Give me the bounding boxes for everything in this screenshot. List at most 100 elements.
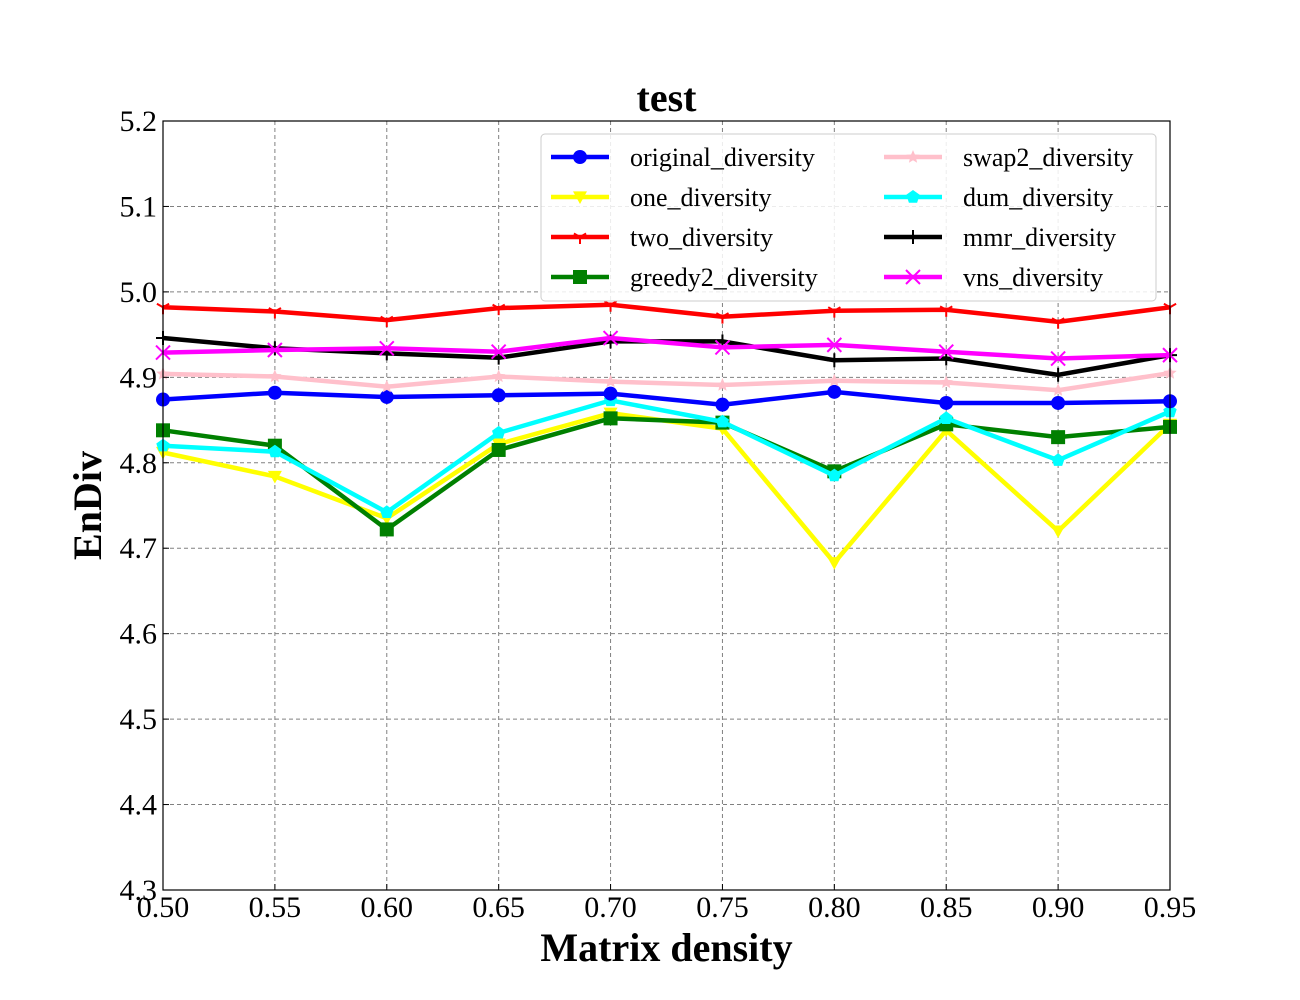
- series-line: [162, 335, 1171, 361]
- series-line: [162, 398, 1171, 515]
- data-point: [603, 411, 618, 426]
- legend-marker: [906, 230, 920, 244]
- data-point: [380, 315, 394, 328]
- series-line: [162, 410, 1172, 567]
- data-point: [1051, 317, 1065, 329]
- y-tick-label: 4.6: [120, 618, 158, 651]
- data-point: [827, 353, 842, 368]
- legend-label: vns_diversity: [963, 263, 1103, 292]
- data-point: [827, 384, 842, 399]
- x-axis: 0.50 0.55 0.60 0.65 0.70 0.75 0.80 0.85 0.90 0.95: [137, 884, 1197, 924]
- series-greedy2_diversity: [156, 411, 1177, 537]
- x-tick-label: 0.90: [1032, 891, 1085, 924]
- data-point: [1051, 525, 1066, 539]
- x-tick-label: 0.95: [1144, 891, 1197, 924]
- legend-label: dum_diversity: [963, 183, 1113, 212]
- data-point: [1050, 350, 1066, 367]
- data-point: [1051, 367, 1066, 382]
- series-line: [162, 416, 1171, 533]
- x-tick-label: 0.65: [472, 891, 525, 924]
- data-point: [492, 369, 506, 383]
- x-tick-label: 0.85: [920, 891, 973, 924]
- data-point: [602, 330, 619, 346]
- x-tick-label: 0.60: [361, 891, 414, 924]
- data-point: [827, 373, 841, 387]
- y-tick-label: 4.7: [120, 532, 158, 565]
- x-tick-label: 0.55: [249, 891, 302, 924]
- legend-label: swap2_diversity: [963, 143, 1133, 172]
- data-point: [826, 337, 843, 353]
- series-line: [162, 370, 1171, 393]
- series-layer: [155, 300, 1178, 570]
- data-point: [267, 385, 282, 400]
- data-point: [939, 305, 953, 317]
- legend-item-mmr_diversity: mmr_diversity: [884, 223, 1116, 252]
- data-point: [827, 306, 841, 318]
- legend-marker: [906, 150, 920, 163]
- y-tick-label: 4.3: [120, 874, 158, 907]
- plot-frame: [162, 120, 1171, 891]
- data-point: [938, 343, 954, 360]
- data-point: [379, 340, 395, 356]
- data-point: [715, 378, 730, 391]
- data-point: [1051, 383, 1065, 396]
- legend-box: [540, 133, 1157, 302]
- y-tick-label: 4.8: [120, 447, 158, 480]
- legend-item-vns_diversity: vns_diversity: [884, 263, 1103, 292]
- legend-marker: [906, 190, 920, 203]
- data-point: [490, 343, 507, 360]
- data-point: [268, 307, 282, 319]
- legend-label: original_diversity: [630, 143, 815, 172]
- series-two_diversity: [156, 300, 1177, 329]
- legend-marker: [573, 191, 587, 204]
- data-point: [827, 468, 841, 482]
- chart-title: test: [637, 75, 698, 120]
- legend: original_diversity one_diversity two_diver…: [540, 133, 1157, 302]
- x-tick-label: 0.75: [696, 891, 749, 924]
- data-point: [267, 470, 282, 484]
- data-point: [491, 388, 506, 403]
- data-point: [492, 303, 506, 316]
- data-point: [379, 389, 394, 404]
- y-axis-label: EnDiv: [65, 451, 110, 560]
- y-axis: 4.3 4.4 4.5 4.6 4.7 4.8 4.9 5.0 5.1 5.2: [120, 105, 169, 907]
- legend-item-swap2_diversity: swap2_diversity: [884, 143, 1133, 172]
- legend-label: greedy2_diversity: [630, 263, 818, 292]
- legend-item-one_diversity: one_diversity: [551, 183, 772, 212]
- data-point: [715, 312, 730, 324]
- y-tick-label: 5.0: [120, 276, 158, 309]
- data-point: [1051, 430, 1066, 445]
- x-tick-label: 0.50: [137, 891, 190, 924]
- legend-label: two_diversity: [630, 223, 773, 252]
- legend-marker: [573, 150, 587, 164]
- series-dum_diversity: [156, 393, 1177, 518]
- y-tick-label: 5.1: [120, 190, 158, 223]
- legend-marker: [573, 232, 587, 244]
- data-point: [492, 425, 506, 439]
- legend-item-original_diversity: original_diversity: [551, 143, 815, 172]
- x-tick-label: 0.80: [808, 891, 861, 924]
- data-point: [1051, 395, 1066, 410]
- series-line: [162, 302, 1171, 325]
- legend-label: mmr_diversity: [963, 223, 1116, 252]
- legend-item-two_diversity: two_diversity: [551, 223, 773, 252]
- legend-marker: [573, 270, 587, 284]
- data-point: [827, 557, 842, 570]
- legend-item-greedy2_diversity: greedy2_diversity: [551, 263, 818, 292]
- data-point: [715, 414, 730, 428]
- y-tick-label: 4.5: [120, 703, 158, 736]
- data-point: [380, 379, 394, 393]
- data-point: [939, 395, 954, 410]
- y-tick-label: 4.9: [120, 361, 158, 394]
- data-point: [603, 300, 618, 312]
- data-point: [268, 369, 282, 383]
- y-tick-label: 4.4: [120, 789, 158, 822]
- data-point: [379, 522, 394, 537]
- data-point: [603, 386, 618, 401]
- data-point: [491, 442, 506, 457]
- legend-label: one_diversity: [630, 183, 772, 212]
- series-vns_diversity: [155, 330, 1178, 367]
- x-tick-label: 0.70: [584, 891, 637, 924]
- data-point: [267, 342, 283, 358]
